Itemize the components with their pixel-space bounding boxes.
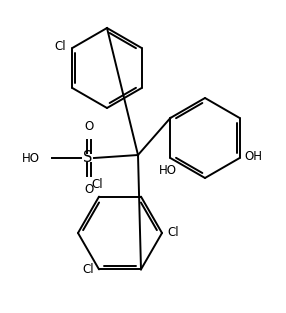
Text: OH: OH: [245, 150, 263, 162]
Text: HO: HO: [22, 151, 40, 165]
Text: O: O: [84, 183, 94, 196]
Text: S: S: [83, 151, 93, 166]
Text: Cl: Cl: [55, 39, 66, 53]
Text: Cl: Cl: [82, 263, 94, 276]
Text: HO: HO: [159, 164, 177, 177]
Text: Cl: Cl: [167, 227, 179, 239]
Text: O: O: [84, 120, 94, 133]
Text: Cl: Cl: [91, 177, 103, 191]
